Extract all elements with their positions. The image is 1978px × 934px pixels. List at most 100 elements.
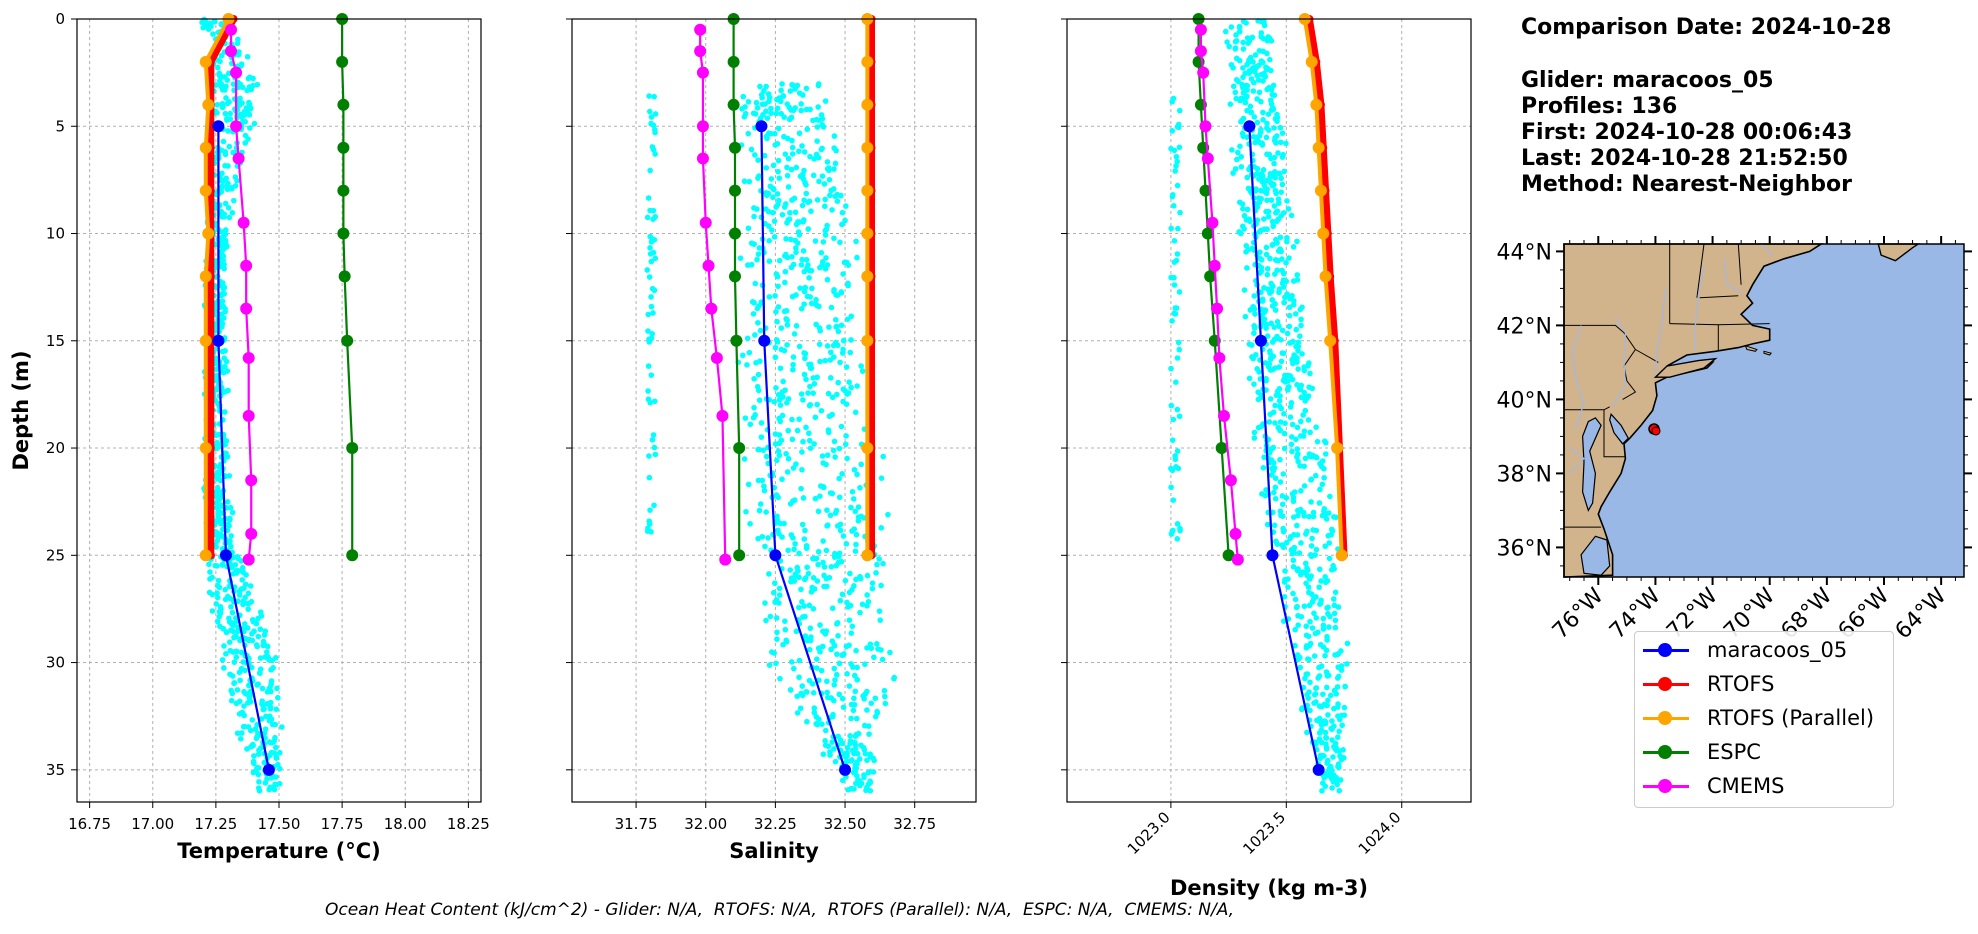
- glider-point: [805, 226, 812, 232]
- glider-point: [822, 727, 829, 734]
- glider-point: [207, 569, 213, 575]
- glider-point: [878, 525, 885, 531]
- glider-point: [757, 501, 764, 507]
- glider-point: [1323, 741, 1329, 747]
- series-point: [1224, 474, 1237, 487]
- glider-point: [226, 515, 233, 522]
- glider-point: [820, 460, 827, 466]
- glider-point: [853, 541, 859, 548]
- glider-point: [756, 446, 763, 453]
- glider-point: [244, 87, 250, 94]
- glider-point: [812, 301, 819, 308]
- glider-point: [808, 267, 815, 274]
- glider-point: [844, 599, 850, 606]
- glider-point: [1279, 154, 1286, 160]
- glider-point: [1331, 723, 1337, 729]
- glider-point: [1174, 448, 1181, 454]
- glider-point: [837, 359, 843, 366]
- series-point: [262, 763, 275, 776]
- glider-point: [1176, 346, 1183, 353]
- glider-point: [216, 518, 222, 525]
- glider-point: [1251, 381, 1257, 387]
- nantucket: [1763, 350, 1772, 356]
- glider-point: [236, 49, 242, 55]
- glider-point: [263, 649, 270, 655]
- glider-point: [1247, 218, 1253, 225]
- y-tick-label: 15: [46, 332, 65, 350]
- glider-point: [1323, 511, 1329, 518]
- glider-point: [805, 390, 811, 396]
- glider-point: [811, 441, 817, 447]
- glider-point: [1276, 289, 1282, 296]
- state-border: [1696, 243, 1705, 298]
- glider-point: [267, 705, 274, 712]
- glider-point: [1320, 644, 1327, 650]
- glider-point: [1338, 756, 1345, 763]
- glider-point: [1303, 531, 1309, 537]
- series-point: [202, 227, 215, 240]
- glider-point: [1325, 712, 1331, 718]
- glider-point: [822, 232, 829, 238]
- glider-point: [791, 331, 798, 337]
- glider-point: [1316, 673, 1323, 679]
- glider-point: [219, 214, 226, 220]
- glider-point: [1271, 324, 1278, 330]
- glider-point: [801, 603, 807, 609]
- glider-point: [226, 523, 232, 529]
- glider-point: [1274, 133, 1280, 139]
- glider-point: [1301, 603, 1308, 610]
- glider-point: [1336, 728, 1342, 735]
- x-tick-label: 1024.0: [1355, 808, 1405, 858]
- glider-point: [646, 93, 652, 99]
- glider-point: [1282, 420, 1288, 427]
- glider-point: [1251, 325, 1258, 331]
- glider-point: [1299, 351, 1305, 357]
- glider-point: [810, 605, 817, 612]
- glider-point: [784, 469, 791, 475]
- glider-point: [228, 186, 235, 192]
- glider-point: [1168, 225, 1174, 232]
- glider-point: [223, 83, 229, 90]
- glider-point: [785, 184, 792, 190]
- glider-point: [817, 622, 823, 628]
- glider-point: [830, 697, 837, 704]
- glider-point: [843, 433, 849, 439]
- glider-point: [1344, 640, 1351, 647]
- glider-point: [1288, 547, 1295, 553]
- glider-point: [831, 438, 838, 445]
- glider-point: [1245, 40, 1251, 47]
- glider-point: [780, 378, 786, 385]
- glider-point: [813, 321, 819, 328]
- glider-point: [646, 108, 653, 115]
- glider-point: [1172, 168, 1178, 174]
- glider-point: [826, 324, 832, 330]
- glider-point: [798, 101, 804, 107]
- glider-point: [1244, 93, 1250, 100]
- glider-point: [751, 375, 757, 382]
- glider-point: [818, 407, 825, 414]
- glider-point: [745, 225, 752, 232]
- glider-point: [230, 628, 236, 635]
- glider-point: [1304, 671, 1311, 677]
- glider-point: [815, 548, 822, 555]
- series-point: [1254, 334, 1267, 347]
- glider-point: [1322, 543, 1329, 550]
- glider-point: [759, 533, 766, 540]
- series-point: [1201, 152, 1214, 165]
- glider-point: [1177, 527, 1183, 534]
- glider-point: [803, 424, 809, 431]
- glider-point: [754, 256, 760, 263]
- glider-point: [1247, 307, 1254, 313]
- glider-point: [832, 758, 839, 765]
- x-tick-label: 16.75: [68, 815, 111, 833]
- glider-point: [218, 52, 225, 59]
- glider-point: [832, 160, 839, 167]
- glider-point: [852, 746, 859, 752]
- glider-point: [214, 110, 220, 116]
- glider-point: [800, 176, 807, 182]
- glider-point: [1242, 313, 1249, 320]
- series-line-espc: [341, 19, 354, 556]
- glider-point: [806, 602, 813, 609]
- glider-point: [831, 682, 838, 688]
- glider-point: [1244, 206, 1251, 213]
